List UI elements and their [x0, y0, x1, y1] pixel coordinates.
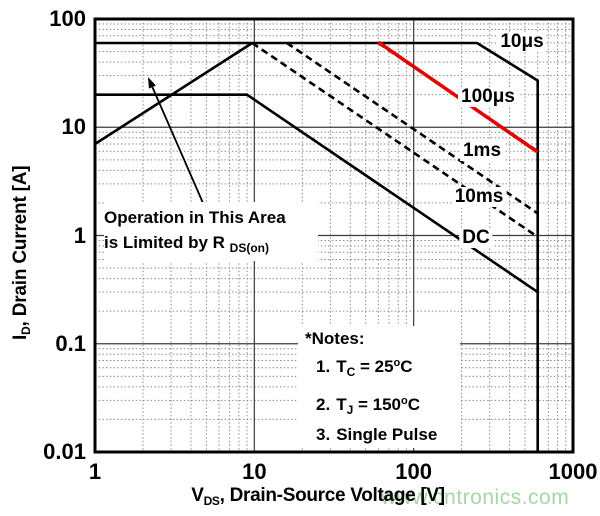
x-axis-title-symbol: V [191, 485, 204, 506]
annotation-line2-subscript: DS(on) [229, 241, 269, 255]
annotation-text: Operation in This Area is Limited by R D… [104, 202, 318, 261]
note-item-2: 2. TJ = 150oC [316, 395, 421, 417]
notes-block: *Notes: 1. TC = 25oC 2. TJ = 150oC 3. Singl… [298, 326, 460, 448]
curve-10us [95, 41, 539, 452]
x-axis-title: VDS, Drain-Source Voltage [V] [95, 485, 541, 508]
y-axis-title-symbol: I [10, 334, 31, 340]
annotation-arrow-line [151, 86, 204, 204]
curve-1ms [286, 41, 539, 215]
y-axis-title: ID, Drain Current [A] [10, 166, 33, 340]
y-axis-title-text: , Drain Current [A] [10, 165, 31, 327]
x-axis-title-subscript: DS [203, 494, 220, 508]
annotation-line2: is Limited by R DS(on) [104, 230, 318, 261]
note-item-1: 1. TC = 25oC [316, 357, 413, 379]
plot-border [93, 17, 575, 454]
notes-heading: *Notes: [305, 329, 365, 348]
annotation-line2-text: is Limited by R [104, 233, 225, 252]
curve-100us-red-highlight [377, 40, 539, 154]
curve-dc [95, 93, 539, 294]
watermark-text: www.cntronics.com [381, 486, 570, 509]
note-item-3: 3. Single Pulse [316, 425, 438, 444]
y-axis-title-subscript: D [19, 326, 33, 335]
annotation-arrowhead [148, 77, 156, 89]
x-axis-title-text: , Drain-Source Voltage [V] [219, 485, 445, 506]
annotation-line1: Operation in This Area [104, 208, 286, 227]
